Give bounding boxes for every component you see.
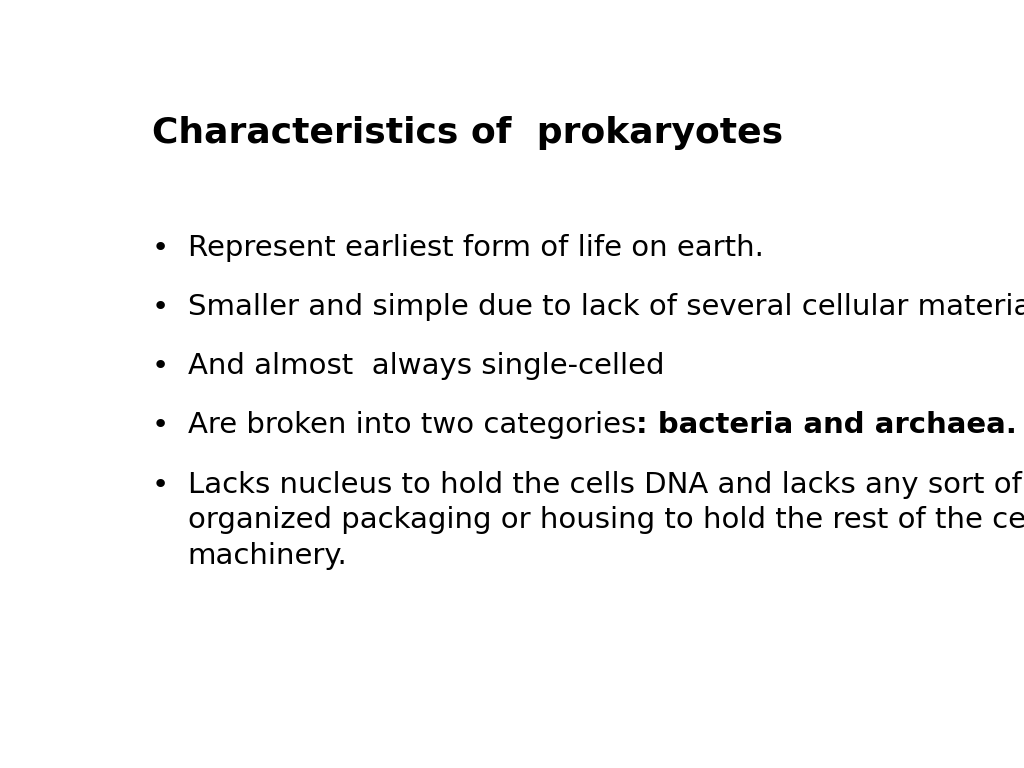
Text: •: •	[152, 293, 169, 321]
Text: Smaller and simple due to lack of several cellular material.: Smaller and simple due to lack of severa…	[187, 293, 1024, 321]
Text: : bacteria and archaea.: : bacteria and archaea.	[636, 412, 1017, 439]
Text: Characteristics of  prokaryotes: Characteristics of prokaryotes	[152, 116, 783, 150]
Text: •: •	[152, 412, 169, 439]
Text: And almost  always single-celled: And almost always single-celled	[187, 353, 664, 380]
Text: •: •	[152, 234, 169, 262]
Text: Are broken into two categories: Are broken into two categories	[187, 412, 636, 439]
Text: Represent earliest form of life on earth.: Represent earliest form of life on earth…	[187, 234, 764, 262]
Text: •: •	[152, 353, 169, 380]
Text: Lacks nucleus to hold the cells DNA and lacks any sort of
organized packaging or: Lacks nucleus to hold the cells DNA and …	[187, 471, 1024, 570]
Text: •: •	[152, 471, 169, 498]
